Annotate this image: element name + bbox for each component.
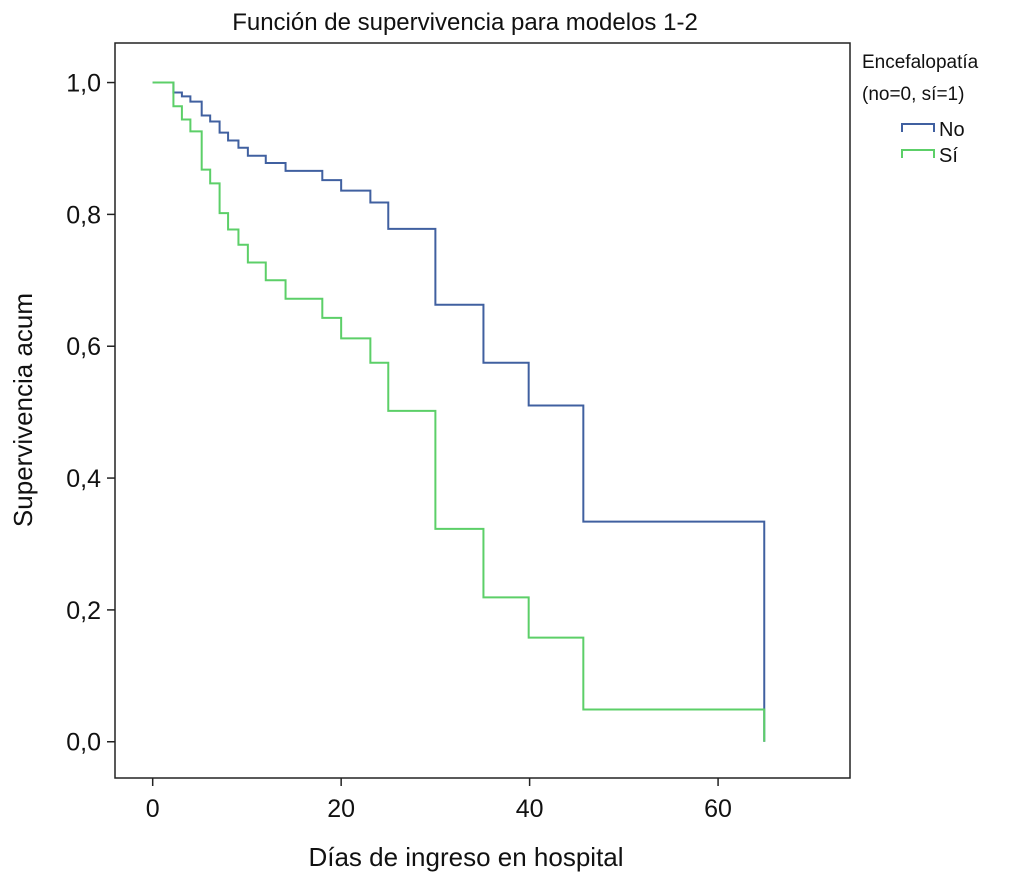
legend: Encefalopatía (no=0, sí=1) No Sí xyxy=(862,52,979,167)
chart-title: Función de supervivencia para modelos 1-… xyxy=(232,9,698,36)
legend-label: No xyxy=(939,119,965,141)
legend-title-line2: (no=0, sí=1) xyxy=(862,84,964,105)
y-tick-label: 0,0 xyxy=(66,729,101,757)
x-tick-label: 0 xyxy=(146,795,160,823)
y-axis-label: Supervivencia acum xyxy=(8,293,38,527)
x-tick-label: 20 xyxy=(327,795,355,823)
series-group xyxy=(152,81,766,742)
legend-label: Sí xyxy=(939,145,958,167)
y-tick-label: 0,6 xyxy=(66,333,101,361)
y-tick-label: 0,8 xyxy=(66,201,101,229)
legend-swatch xyxy=(901,149,935,158)
plot-area xyxy=(114,42,851,779)
x-tick-label: 40 xyxy=(516,795,544,823)
x-axis-label: Días de ingreso en hospital xyxy=(308,842,623,872)
x-tick-label: 60 xyxy=(704,795,732,823)
survival-curve-si xyxy=(152,81,766,742)
y-tick-label: 0,2 xyxy=(66,597,101,625)
legend-swatch xyxy=(901,123,935,132)
y-tick-label: 0,4 xyxy=(66,465,101,493)
y-tick-label: 1,0 xyxy=(66,70,101,98)
x-axis: 0 20 40 60 xyxy=(146,778,732,823)
survival-curve-no xyxy=(152,81,766,742)
legend-title-line1: Encefalopatía xyxy=(862,52,979,73)
y-axis: 0,0 0,2 0,4 0,6 0,8 1,0 xyxy=(66,70,115,757)
